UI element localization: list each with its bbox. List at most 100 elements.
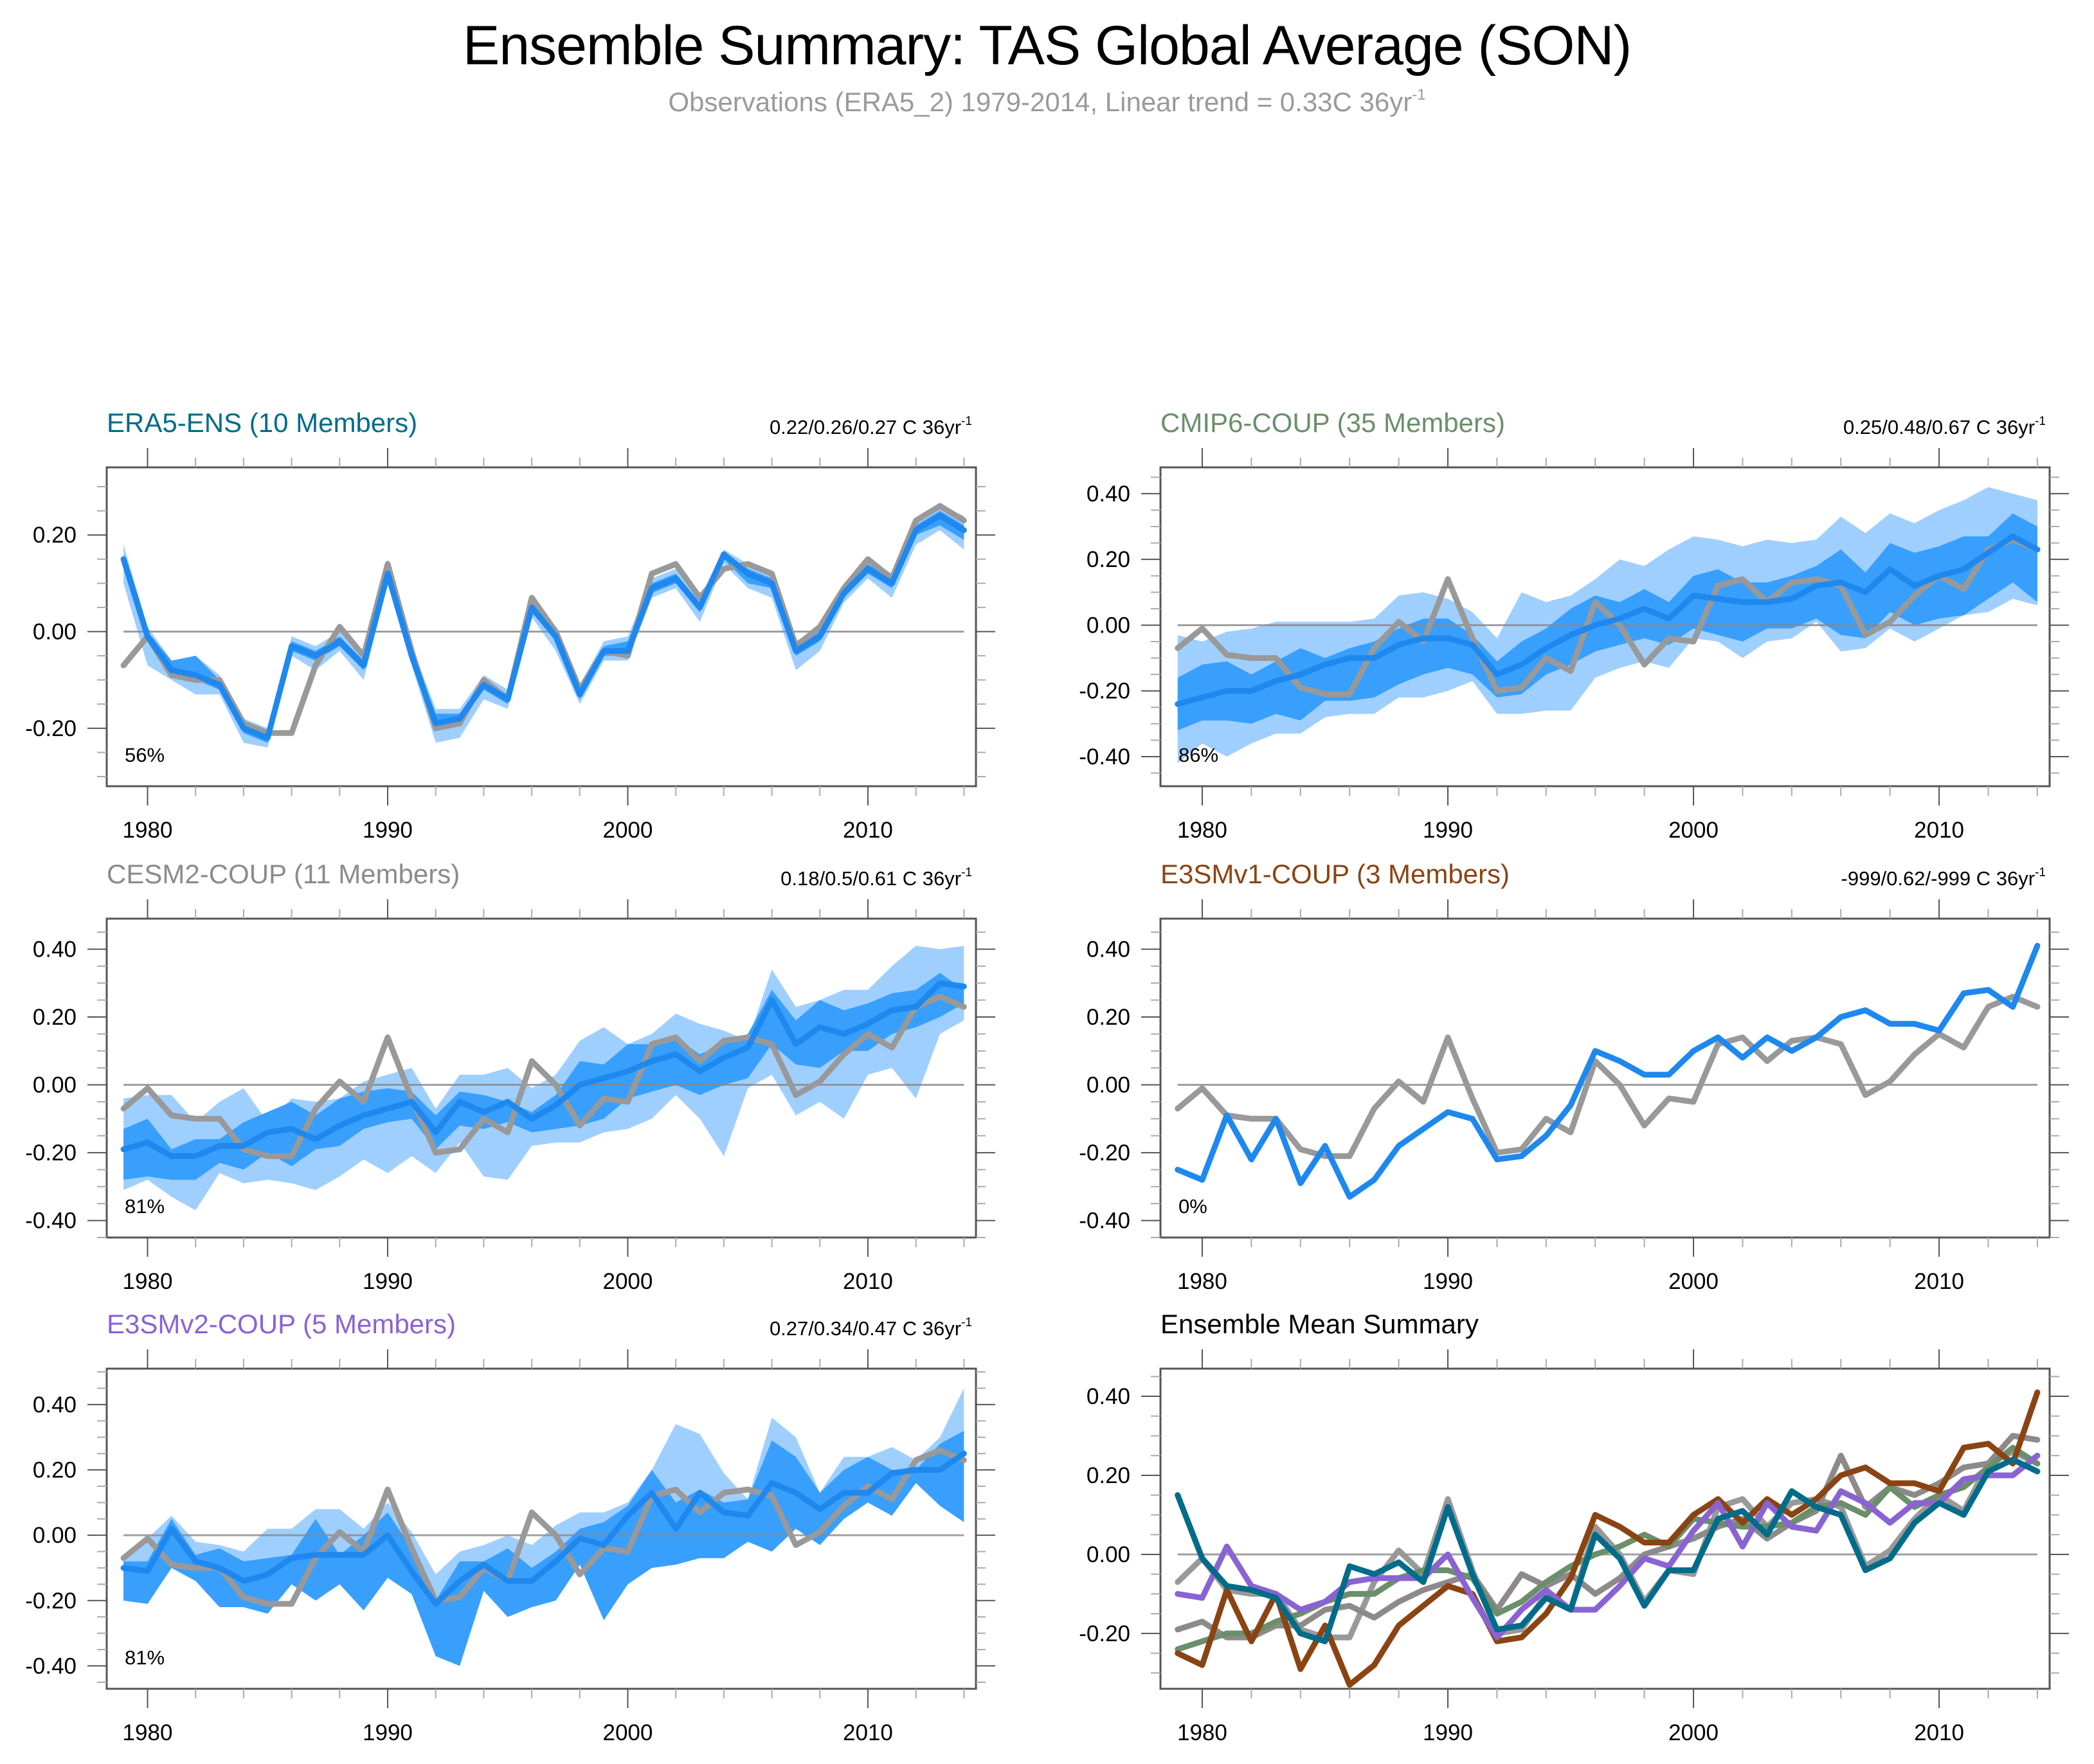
- percent-label: 81%: [125, 1646, 165, 1669]
- y-tick-label: -0.40: [1079, 1209, 1130, 1234]
- x-tick-label: 2010: [1914, 818, 1964, 843]
- panel-title: Ensemble Mean Summary: [1160, 1309, 1479, 1339]
- plot-area: [1175, 942, 2041, 1200]
- panel-e3smv1: E3SMv1-COUP (3 Members) -999/0.62/-999 C …: [1079, 859, 2069, 1294]
- panel-title: E3SMv2-COUP (5 Members): [107, 1309, 456, 1339]
- y-tick-label: 0.00: [33, 1073, 77, 1098]
- x-tick-label: 2000: [603, 1269, 653, 1294]
- ensemble-mean-line: [120, 512, 967, 741]
- y-tick-label: 0.20: [33, 523, 77, 548]
- x-tick-label: 2000: [603, 818, 653, 843]
- y-tick-label: -0.20: [1079, 1621, 1130, 1646]
- panel-trend-text: 0.22/0.26/0.27 C 36yr-1: [770, 415, 972, 438]
- y-tick-label: 0.00: [33, 620, 77, 645]
- x-tick-label: 2000: [603, 1720, 653, 1745]
- observations-line: [120, 1447, 967, 1607]
- x-tick-label: 2010: [1914, 1269, 1964, 1294]
- panel-summary: Ensemble Mean Summary -0.20 0.00 0.20 0.40 19…: [1079, 1309, 2069, 1745]
- y-tick-label: 0.40: [33, 937, 77, 962]
- trend-value: 0.22/0.26/0.27 C 36yr: [770, 416, 961, 438]
- y-tick-label: -0.40: [25, 1209, 77, 1234]
- trend-value: 0.25/0.48/0.67 C 36yr: [1843, 416, 2035, 438]
- y-tick-label: -0.20: [25, 716, 77, 741]
- x-tick-label: 2000: [1668, 818, 1719, 843]
- panel-trend-text: 0.27/0.34/0.47 C 36yr-1: [770, 1316, 972, 1340]
- band-outer-range: [123, 946, 964, 1210]
- plot-frame: [1159, 1367, 2051, 1690]
- figure-subtitle: Observations (ERA5_2) 1979-2014, Linear …: [0, 86, 2094, 118]
- panel-trend-text: -999/0.62/-999 C 36yr-1: [1841, 866, 2046, 890]
- observations-line: [1175, 993, 2041, 1159]
- panel-e3smv2: E3SMv2-COUP (5 Members) 0.27/0.34/0.47 C …: [25, 1309, 995, 1745]
- x-tick-label: 1980: [1177, 818, 1227, 843]
- observations-line: [120, 503, 967, 736]
- y-tick-label: 0.00: [1087, 1073, 1130, 1098]
- ensemble-mean-line: [1175, 942, 2041, 1200]
- y-tick-label: 0.00: [1087, 613, 1130, 638]
- plot-area: [120, 1388, 967, 1666]
- y-tick-label: 0.20: [1087, 1005, 1130, 1030]
- trend-superscript: -1: [2035, 866, 2046, 879]
- x-tick-label: 1980: [1177, 1269, 1227, 1294]
- panel-title: CESM2-COUP (11 Members): [107, 859, 460, 889]
- plot-area: [120, 503, 967, 748]
- trend-value: 0.18/0.5/0.61 C 36yr: [781, 867, 961, 890]
- y-tick-label: 0.40: [1087, 482, 1130, 507]
- y-tick-label: 0.20: [33, 1005, 77, 1030]
- x-tick-label: 1980: [123, 1720, 173, 1745]
- x-tick-label: 1990: [363, 1720, 413, 1745]
- trend-superscript: -1: [961, 415, 972, 428]
- series-line-era5-ens: [1175, 1456, 2041, 1644]
- panel-era5: ERA5-ENS (10 Members) 0.22/0.26/0.27 C 36…: [25, 408, 995, 843]
- plot-area: [1175, 487, 2041, 764]
- percent-label: 86%: [1178, 744, 1218, 766]
- x-tick-label: 2010: [843, 1720, 893, 1745]
- y-tick-label: 0.20: [1087, 547, 1130, 572]
- y-tick-label: -0.40: [1079, 744, 1130, 770]
- x-tick-label: 2000: [1668, 1720, 1719, 1745]
- ensemble-mean-line: [1175, 533, 2041, 707]
- band-outer-range: [123, 506, 964, 748]
- y-tick-label: 0.20: [1087, 1463, 1130, 1488]
- panel-title: CMIP6-COUP (35 Members): [1160, 408, 1505, 438]
- panel-title: E3SMv1-COUP (3 Members): [1160, 859, 1510, 889]
- x-tick-label: 1980: [123, 818, 173, 843]
- panel-trend-text: 0.18/0.5/0.61 C 36yr-1: [781, 866, 972, 890]
- y-tick-label: -0.20: [25, 1589, 77, 1614]
- panel-cesm2: CESM2-COUP (11 Members) 0.18/0.5/0.61 C 3…: [25, 859, 995, 1294]
- trend-superscript: -1: [961, 1316, 972, 1329]
- series-line-e3smv1-coup: [1175, 1389, 2041, 1688]
- x-tick-label: 1990: [363, 818, 413, 843]
- y-tick-label: -0.20: [1079, 679, 1130, 704]
- trend-superscript: -1: [2035, 415, 2046, 428]
- x-tick-label: 1990: [1423, 1269, 1473, 1294]
- subtitle-text: Observations (ERA5_2) 1979-2014, Linear …: [668, 87, 1413, 117]
- panel-cmip6: CMIP6-COUP (35 Members) 0.25/0.48/0.67 C …: [1079, 408, 2069, 843]
- x-tick-label: 2010: [843, 818, 893, 843]
- x-tick-label: 2000: [1668, 1269, 1719, 1294]
- y-tick-label: -0.20: [25, 1140, 77, 1166]
- y-tick-label: -0.40: [25, 1653, 77, 1679]
- plot-frame: [1159, 917, 2051, 1239]
- y-tick-label: 0.00: [1087, 1542, 1130, 1567]
- x-tick-label: 1990: [1423, 1720, 1473, 1745]
- x-tick-label: 1980: [1177, 1720, 1227, 1745]
- plot-area: [1175, 1389, 2041, 1688]
- panel-title: ERA5-ENS (10 Members): [107, 408, 417, 438]
- percent-label: 81%: [125, 1195, 165, 1218]
- subtitle-superscript: -1: [1412, 86, 1426, 104]
- y-tick-label: 0.40: [1087, 937, 1130, 962]
- plot-frame: [1159, 466, 2051, 788]
- plot-frame: [105, 1367, 977, 1690]
- observations-line: [120, 993, 967, 1159]
- plot-frame: [105, 466, 977, 788]
- x-tick-label: 1990: [1423, 818, 1473, 843]
- figure-title: Ensemble Summary: TAS Global Average (SO…: [462, 15, 1632, 76]
- percent-label: 0%: [1178, 1195, 1207, 1218]
- ensemble-mean-line: [120, 1450, 967, 1607]
- trend-value: 0.27/0.34/0.47 C 36yr: [770, 1317, 961, 1340]
- observations-line: [1175, 537, 2041, 698]
- plot-area: [120, 946, 967, 1210]
- y-tick-label: 0.20: [33, 1458, 77, 1483]
